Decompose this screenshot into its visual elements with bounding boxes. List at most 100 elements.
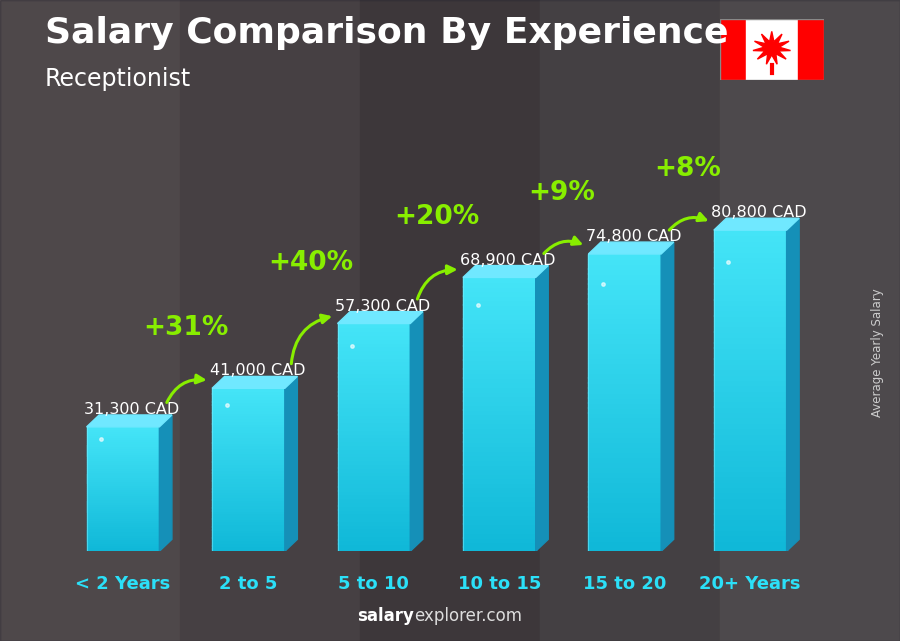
Bar xyxy=(714,406,787,412)
Bar xyxy=(589,313,662,319)
Text: +9%: +9% xyxy=(528,180,596,206)
Polygon shape xyxy=(753,31,790,64)
Bar xyxy=(463,350,536,355)
Bar xyxy=(589,447,662,452)
Polygon shape xyxy=(410,312,423,551)
Bar xyxy=(338,376,410,381)
Bar xyxy=(714,465,787,471)
Bar xyxy=(463,373,536,378)
Bar xyxy=(338,392,410,395)
Bar xyxy=(589,328,662,333)
Polygon shape xyxy=(86,415,172,427)
Bar xyxy=(86,549,159,551)
Bar xyxy=(463,501,536,506)
Bar xyxy=(714,492,787,498)
Text: +31%: +31% xyxy=(143,315,229,340)
Bar xyxy=(589,492,662,497)
Bar xyxy=(338,406,410,411)
Bar xyxy=(212,394,284,397)
Bar xyxy=(212,388,284,391)
Bar xyxy=(463,455,536,460)
Text: 57,300 CAD: 57,300 CAD xyxy=(335,299,430,313)
Bar xyxy=(212,488,284,492)
Bar xyxy=(212,510,284,513)
Bar xyxy=(589,288,662,294)
Bar xyxy=(86,524,159,526)
Bar xyxy=(338,487,410,490)
Bar xyxy=(589,392,662,397)
Bar xyxy=(589,437,662,442)
Bar xyxy=(86,466,159,469)
Bar xyxy=(86,433,159,435)
Bar xyxy=(338,327,410,331)
Bar xyxy=(212,491,284,494)
Polygon shape xyxy=(589,242,674,254)
Text: 31,300 CAD: 31,300 CAD xyxy=(84,402,179,417)
Bar xyxy=(212,458,284,462)
Bar xyxy=(212,515,284,519)
Bar xyxy=(86,497,159,499)
Text: +20%: +20% xyxy=(394,204,479,229)
Bar xyxy=(589,512,662,517)
Bar xyxy=(714,476,787,481)
Bar xyxy=(180,0,360,641)
Bar xyxy=(338,475,410,479)
Bar xyxy=(463,318,536,323)
Bar xyxy=(463,291,536,296)
Bar xyxy=(86,462,159,464)
Bar xyxy=(86,480,159,483)
Bar xyxy=(589,536,662,542)
Bar xyxy=(212,415,284,418)
Bar xyxy=(86,518,159,520)
Bar xyxy=(86,530,159,533)
Bar xyxy=(338,323,410,328)
Bar xyxy=(212,486,284,489)
Bar xyxy=(86,453,159,456)
Bar xyxy=(338,369,410,373)
Text: 41,000 CAD: 41,000 CAD xyxy=(210,363,305,378)
Bar xyxy=(589,531,662,537)
Bar xyxy=(86,474,159,477)
Bar xyxy=(714,256,787,262)
Bar xyxy=(338,422,410,426)
Bar xyxy=(714,374,787,380)
Bar xyxy=(463,369,536,373)
Bar xyxy=(589,367,662,373)
Bar xyxy=(589,546,662,551)
Bar xyxy=(714,246,787,251)
Bar xyxy=(463,359,536,364)
Bar xyxy=(589,452,662,457)
Bar xyxy=(463,313,536,319)
Bar xyxy=(212,434,284,437)
Bar xyxy=(212,399,284,402)
Text: +40%: +40% xyxy=(268,250,354,276)
Bar xyxy=(86,441,159,444)
Bar xyxy=(212,407,284,410)
Bar xyxy=(338,437,410,441)
Bar xyxy=(714,240,787,246)
Bar xyxy=(714,481,787,487)
Bar xyxy=(86,483,159,485)
Bar xyxy=(463,428,536,433)
Bar xyxy=(714,449,787,455)
Bar xyxy=(463,405,536,410)
Bar xyxy=(714,363,787,369)
Bar xyxy=(463,414,536,419)
Bar xyxy=(463,514,536,519)
Bar xyxy=(338,429,410,433)
Bar xyxy=(212,401,284,404)
Bar xyxy=(86,456,159,458)
Bar xyxy=(746,19,797,80)
Text: 68,900 CAD: 68,900 CAD xyxy=(461,253,556,267)
Bar xyxy=(714,267,787,273)
Bar xyxy=(86,493,159,495)
Bar xyxy=(86,547,159,549)
Bar xyxy=(463,387,536,392)
Bar xyxy=(338,540,410,544)
Bar xyxy=(338,505,410,510)
Bar xyxy=(589,387,662,393)
Bar xyxy=(212,521,284,524)
Bar xyxy=(212,508,284,510)
Bar xyxy=(714,283,787,289)
Bar xyxy=(714,412,787,417)
